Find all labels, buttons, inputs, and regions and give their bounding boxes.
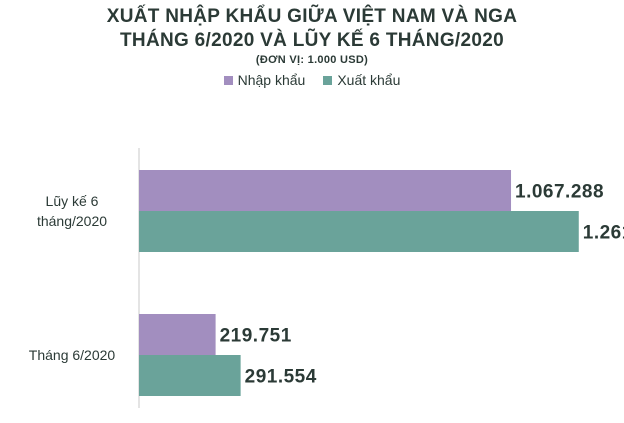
chart-subtitle: (ĐƠN VỊ: 1.000 USD) bbox=[255, 54, 369, 66]
chart-title-line-2: THÁNG 6/2020 VÀ LŨY KẾ 6 THÁNG/2020 bbox=[120, 30, 504, 51]
bar-import bbox=[139, 314, 216, 355]
chart-title-line-1: XUẤT NHẬP KHẨU GIỮA VIỆT NAM VÀ NGA bbox=[106, 6, 518, 27]
legend-item-import: Nhập khẩu bbox=[223, 72, 306, 88]
bar-import bbox=[139, 170, 512, 211]
legend-item-export: Xuất khẩu bbox=[323, 72, 400, 88]
category-label: Lũy kế 6 tháng/2020 bbox=[37, 193, 107, 229]
legend: Nhập khẩu Xuất khẩu bbox=[0, 72, 624, 88]
bar-export bbox=[139, 355, 241, 396]
legend-swatch-export bbox=[323, 75, 333, 85]
category-label: Tháng 6/2020 bbox=[29, 347, 116, 363]
value-label-export: 291.554 bbox=[245, 367, 317, 388]
bar-export bbox=[139, 211, 579, 252]
value-label-import: 1.067.288 bbox=[515, 182, 604, 203]
legend-label-import: Nhập khẩu bbox=[237, 72, 306, 88]
value-label-export: 1.261.641 bbox=[583, 223, 624, 244]
legend-label-export: Xuất khẩu bbox=[337, 72, 401, 88]
legend-swatch-import bbox=[223, 75, 233, 85]
value-label-import: 219.751 bbox=[220, 326, 292, 347]
